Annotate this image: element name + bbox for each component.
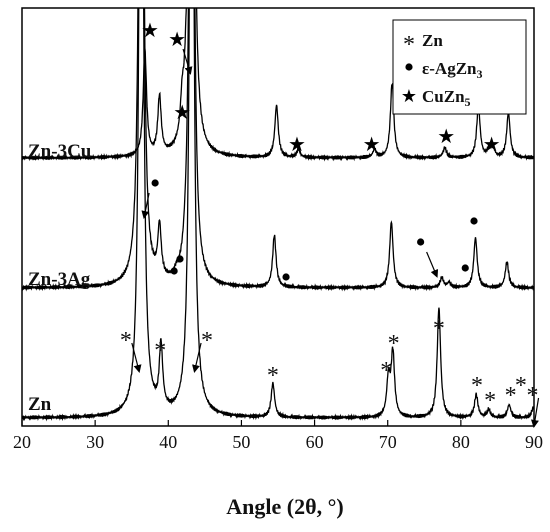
zn-peak-marker: * — [527, 383, 539, 409]
x-axis-title: Angle (2θ, °) — [226, 494, 343, 519]
agzn3-peak-marker — [461, 264, 469, 272]
agzn3-peak-marker — [151, 179, 159, 187]
legend-label: ε-AgZn3 — [422, 59, 483, 81]
plot-frame — [21, 7, 535, 427]
legend-box — [392, 19, 527, 115]
annotation-arrow — [531, 397, 540, 428]
cuzn5-peak-marker: ★ — [173, 100, 191, 124]
zn-peak-marker: * — [388, 331, 400, 357]
x-axis: 20 30 40 50 60 70 80 90 — [13, 420, 543, 452]
agzn3-peak-marker — [170, 267, 178, 275]
legend-label: Zn — [422, 31, 443, 50]
x-tick-label: 90 — [525, 432, 543, 452]
zn-peak-marker: * — [267, 363, 279, 389]
legend-symbol-cuzn5: ★ — [401, 86, 417, 107]
zn-peak-marker: * — [201, 328, 213, 354]
zn-peak-marker: * — [505, 383, 517, 409]
x-tick-label: 80 — [452, 432, 470, 452]
x-tick-label: 70 — [379, 432, 397, 452]
zn-peak-marker: * — [471, 373, 483, 399]
series-line-zn-3ag — [22, 8, 534, 292]
cuzn5-peak-marker: ★ — [363, 132, 381, 156]
zn-peak-marker: * — [154, 338, 166, 364]
series-label-zn-3cu: Zn-3Cu — [28, 141, 92, 162]
cuzn5-peak-marker: ★ — [141, 18, 159, 42]
agzn3-peak-marker — [282, 273, 290, 281]
annotation-arrow — [426, 251, 439, 278]
annotation-arrow — [141, 192, 150, 219]
legend-symbol-zn: * — [403, 32, 415, 58]
zn-peak-marker: * — [380, 358, 392, 384]
zn-peak-marker: * — [120, 328, 132, 354]
cuzn5-peak-marker: ★ — [437, 124, 455, 148]
zn-peak-marker: * — [484, 388, 496, 414]
series-line-zn — [22, 8, 534, 422]
agzn3-peak-marker — [470, 217, 478, 225]
legend-symbol-agzn3 — [405, 63, 413, 71]
series-label-zn-3ag: Zn-3Ag — [28, 269, 91, 290]
annotation-layer: * * ** ***** ** *★ ★★★ ★ ★ ★ — [120, 18, 540, 428]
series-label-zn: Zn — [28, 394, 52, 415]
x-tick-label: 30 — [86, 432, 104, 452]
cuzn5-peak-marker: ★ — [483, 132, 501, 156]
series-line-zn-3cu — [22, 8, 534, 162]
annotation-arrow — [182, 48, 193, 75]
agzn3-peak-marker — [176, 255, 184, 263]
agzn3-peak-marker — [417, 238, 425, 246]
zn-peak-marker: * — [433, 316, 445, 342]
cuzn5-peak-marker: ★ — [168, 27, 186, 51]
x-tick-label: 20 — [13, 432, 31, 452]
x-tick-label: 40 — [159, 432, 177, 452]
zn-peak-marker: * — [515, 373, 527, 399]
legend: * Zn ε-AgZn3★ CuZn5 — [392, 19, 527, 115]
annotation-arrow — [131, 342, 142, 373]
x-tick-label: 50 — [232, 432, 250, 452]
annotation-arrow — [192, 342, 202, 373]
cuzn5-peak-marker: ★ — [288, 132, 306, 156]
x-tick-label: 60 — [306, 432, 324, 452]
legend-label: CuZn5 — [422, 87, 471, 109]
series-layer: Zn Zn-3Ag Zn-3Cu — [22, 8, 534, 422]
